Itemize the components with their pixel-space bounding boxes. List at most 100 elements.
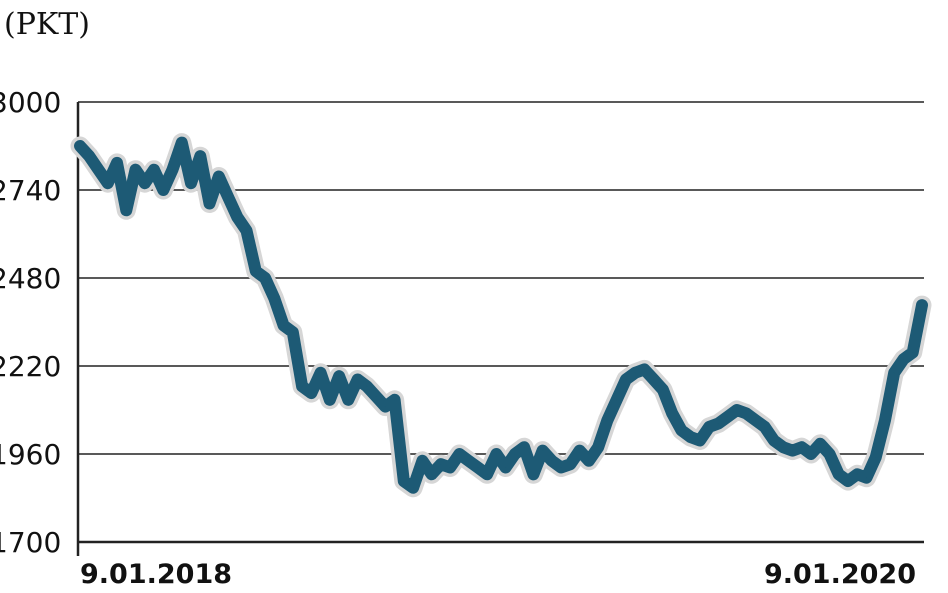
y-tick-label: 1960 bbox=[0, 438, 61, 471]
data-point bbox=[218, 176, 220, 177]
data-point bbox=[903, 358, 904, 360]
data-point bbox=[403, 480, 405, 482]
data-point bbox=[329, 399, 331, 401]
data-point bbox=[616, 399, 618, 401]
data-point bbox=[745, 412, 747, 414]
data-point bbox=[264, 277, 266, 279]
data-point bbox=[98, 169, 99, 171]
data-point bbox=[162, 189, 164, 191]
data-point bbox=[755, 419, 756, 421]
data-point bbox=[421, 460, 423, 462]
data-point bbox=[736, 409, 738, 411]
data-point bbox=[699, 440, 701, 441]
x-axis-start-label: 9.01.2018 bbox=[80, 559, 232, 590]
data-point bbox=[717, 423, 719, 424]
data-point bbox=[366, 385, 368, 387]
data-point bbox=[273, 297, 275, 299]
y-tick-label: 1700 bbox=[0, 526, 61, 559]
data-point bbox=[116, 162, 118, 164]
data-point bbox=[458, 453, 460, 455]
data-point bbox=[551, 460, 553, 462]
data-point bbox=[588, 460, 590, 462]
data-point bbox=[560, 467, 562, 468]
series-group bbox=[70, 133, 932, 498]
data-point bbox=[671, 412, 673, 414]
data-point bbox=[486, 473, 488, 475]
data-point bbox=[255, 270, 257, 272]
data-point bbox=[690, 436, 692, 438]
data-point bbox=[135, 169, 136, 171]
data-point bbox=[199, 155, 201, 157]
data-point bbox=[634, 372, 636, 374]
data-point bbox=[523, 446, 525, 448]
data-point bbox=[338, 375, 340, 377]
data-point bbox=[347, 399, 349, 401]
data-point bbox=[172, 169, 173, 171]
y-axis-ticks: 3000 2740 2480 2220 1960 1700 bbox=[0, 86, 61, 559]
data-point bbox=[542, 450, 544, 452]
data-point bbox=[532, 473, 534, 475]
data-point bbox=[625, 379, 627, 380]
data-point bbox=[320, 372, 322, 374]
data-point bbox=[440, 463, 442, 465]
data-point bbox=[597, 446, 599, 448]
data-point bbox=[144, 182, 146, 184]
data-point bbox=[782, 446, 784, 448]
data-point bbox=[847, 480, 849, 482]
data-point bbox=[884, 419, 886, 421]
data-point bbox=[375, 396, 377, 397]
data-point bbox=[912, 352, 914, 353]
data-point bbox=[301, 385, 303, 387]
x-axis-end-label: 9.01.2020 bbox=[764, 559, 916, 590]
data-point bbox=[838, 473, 840, 475]
data-point bbox=[792, 450, 793, 452]
data-point bbox=[88, 155, 90, 157]
data-point bbox=[514, 453, 516, 455]
data-point bbox=[394, 399, 396, 401]
y-tick-label: 3000 bbox=[0, 86, 61, 119]
data-point bbox=[773, 440, 775, 441]
data-point bbox=[107, 182, 109, 184]
data-point bbox=[292, 331, 294, 333]
data-point bbox=[921, 304, 923, 306]
data-point bbox=[653, 379, 655, 380]
data-point bbox=[431, 473, 433, 475]
data-point bbox=[181, 142, 183, 144]
data-point bbox=[153, 169, 155, 171]
data-point bbox=[662, 389, 664, 391]
data-point bbox=[829, 453, 830, 455]
y-tick-label: 2480 bbox=[0, 262, 61, 295]
data-point bbox=[190, 182, 192, 184]
data-point bbox=[477, 467, 479, 468]
unit-label: (PKT) bbox=[4, 7, 90, 42]
data-point bbox=[680, 429, 682, 431]
data-point bbox=[505, 467, 507, 468]
data-point bbox=[79, 145, 81, 147]
data-point bbox=[801, 446, 803, 448]
data-point bbox=[875, 456, 877, 458]
data-point bbox=[412, 487, 414, 489]
data-point bbox=[449, 467, 451, 468]
data-point bbox=[357, 379, 359, 380]
data-point bbox=[819, 443, 821, 445]
series-line bbox=[74, 136, 928, 494]
data-point bbox=[727, 416, 729, 418]
data-point bbox=[708, 426, 710, 428]
data-point bbox=[384, 406, 386, 408]
data-point bbox=[125, 209, 127, 211]
data-point bbox=[283, 324, 285, 326]
data-point bbox=[810, 453, 812, 455]
data-point bbox=[236, 216, 238, 218]
data-point bbox=[468, 460, 470, 462]
data-point bbox=[856, 473, 858, 475]
data-point bbox=[606, 419, 608, 421]
data-point bbox=[569, 463, 571, 465]
data-point bbox=[866, 477, 867, 479]
y-tick-label: 2740 bbox=[0, 174, 61, 207]
data-point bbox=[643, 368, 645, 370]
data-point bbox=[310, 392, 312, 394]
data-point bbox=[893, 372, 895, 374]
data-point bbox=[246, 230, 247, 232]
data-point bbox=[764, 426, 766, 428]
